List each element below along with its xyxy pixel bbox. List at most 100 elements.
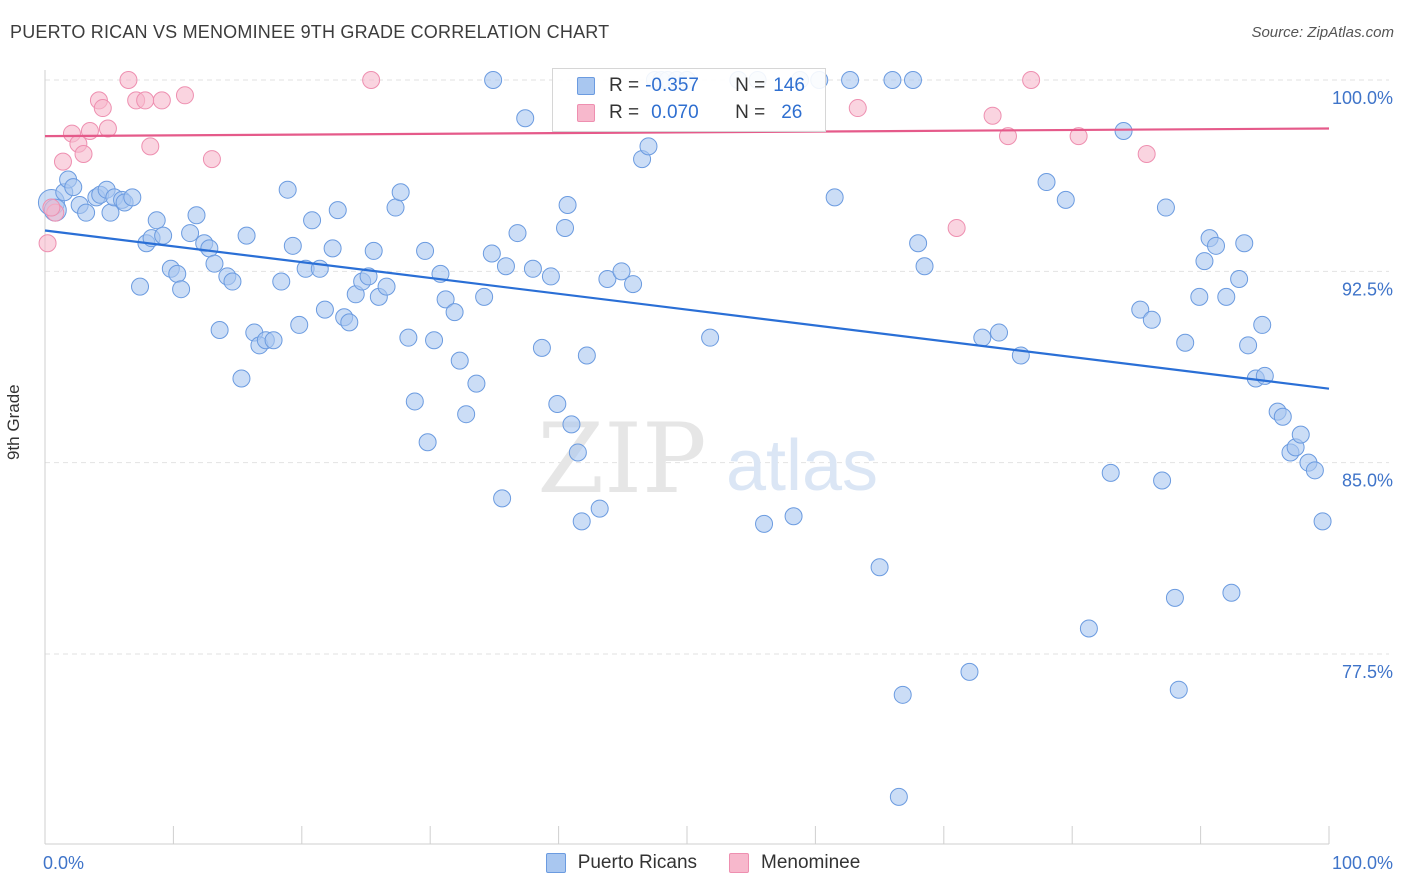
data-point-puerto-ricans [577,346,596,365]
grid-lines [45,79,1389,655]
data-point-puerto-ricans [1253,315,1272,334]
data-point-puerto-ricans [562,415,581,434]
data-point-puerto-ricans [825,188,844,207]
trend-lines [44,127,1330,390]
data-point-puerto-ricans [516,109,535,128]
data-point-puerto-ricans [1156,198,1175,217]
x-tick-labels: 0.0% 100.0% [43,853,1393,873]
legend-r-label: R = [609,102,640,123]
data-point-puerto-ricans [1195,252,1214,271]
data-point-puerto-ricans [639,137,658,156]
data-point-puerto-ricans [883,71,902,89]
data-point-puerto-ricans [1207,236,1226,255]
data-point-puerto-ricans [154,226,173,245]
data-point-puerto-ricans [475,287,494,306]
data-point-menominee [152,91,171,110]
data-point-puerto-ricans [484,71,503,89]
data-point-puerto-ricans [590,499,609,518]
legend-n-value: 146 [773,75,805,96]
data-point-puerto-ricans [532,338,551,357]
data-point-puerto-ricans [77,203,96,222]
data-point-puerto-ricans [889,787,908,806]
y-tick-label: 100.0% [1332,88,1393,108]
data-point-puerto-ricans [359,267,378,286]
data-point-puerto-ricans [131,277,150,296]
data-point-puerto-ricans [205,254,224,273]
data-point-puerto-ricans [399,328,418,347]
data-point-puerto-ricans [450,351,469,370]
data-point-puerto-ricans [1313,512,1332,531]
data-point-puerto-ricans [187,206,206,225]
data-point-puerto-ricans [1169,680,1188,699]
legend-n-value: 26 [781,102,803,123]
data-point-puerto-ricans [237,226,256,245]
legend-item-menominee: Menominee [729,852,860,874]
data-point-puerto-ricans [1101,463,1120,482]
data-point-puerto-ricans [612,262,631,281]
data-point-puerto-ricans [1176,333,1195,352]
watermark: ZIP atlas [537,403,878,515]
data-point-menominee [74,144,93,163]
x-tick-label: 0.0% [43,853,84,873]
data-point-menominee [119,71,138,89]
trend-line-puerto-ricans [44,229,1330,390]
data-point-puerto-ricans [328,201,347,220]
data-point-menominee [1069,127,1088,146]
stats-legend: R = -0.357 N = 146 R = 0.070 N = 26 [552,68,826,132]
chart-title: PUERTO RICAN VS MENOMINEE 9TH GRADE CORR… [10,22,610,42]
legend-r-label: R = [609,75,640,96]
data-point-puerto-ricans [870,558,889,577]
data-point-puerto-ricans [264,331,283,350]
data-point-puerto-ricans [1114,122,1133,141]
data-point-puerto-ricans [123,188,142,207]
watermark-zip: ZIP [537,403,706,515]
data-point-puerto-ricans [210,321,229,340]
data-point-puerto-ricans [508,224,527,243]
data-point-puerto-ricans [541,267,560,286]
data-point-puerto-ricans [1239,336,1258,355]
legend-n-label: N = [735,75,766,96]
series-legend: Puerto Ricans Menominee [0,852,1406,874]
legend-swatch-blue [577,77,595,95]
data-point-puerto-ricans [572,512,591,531]
data-point-puerto-ricans [1079,619,1098,638]
data-point-puerto-ricans [548,394,567,413]
data-point-puerto-ricans [973,328,992,347]
data-point-puerto-ricans [386,198,405,217]
data-point-puerto-ricans [1142,310,1161,329]
data-point-menominee [202,150,221,169]
data-point-puerto-ricans [181,224,200,243]
data-point-puerto-ricans [340,313,359,332]
x-tick-label: 100.0% [1332,853,1393,873]
legend-swatch-blue [545,853,566,873]
data-point-puerto-ricans [405,392,424,411]
data-point-puerto-ricans [701,328,720,347]
data-point-puerto-ricans [445,303,464,322]
y-tick-label: 85.0% [1342,471,1393,491]
data-point-puerto-ricans [523,259,542,278]
data-point-puerto-ricans [364,241,383,260]
data-point-menominee [1022,71,1041,89]
legend-r-value: -0.357 [645,75,699,96]
data-point-puerto-ricans [1235,234,1254,253]
series-puerto-ricans [37,71,1332,806]
data-point-puerto-ricans [755,514,774,533]
data-point-menominee [141,137,160,156]
data-point-puerto-ricans [1217,287,1236,306]
legend-item-puerto-ricans: Puerto Ricans [545,852,697,874]
data-point-puerto-ricans [315,300,334,319]
data-point-menominee [175,86,194,105]
data-point-menominee [93,99,112,118]
data-point-puerto-ricans [290,315,309,334]
data-point-menominee [362,71,381,89]
data-point-puerto-ricans [1222,583,1241,602]
series-menominee [38,71,1156,253]
y-tick-labels: 100.0% 92.5% 85.0% 77.5% [1332,88,1393,682]
data-point-puerto-ricans [598,269,617,288]
data-point-menominee [848,99,867,118]
data-point-menominee [38,234,57,253]
data-point-puerto-ricans [377,277,396,296]
data-point-puerto-ricans [493,489,512,508]
legend-n-label: N = [735,102,766,123]
data-point-menominee [1137,144,1156,163]
